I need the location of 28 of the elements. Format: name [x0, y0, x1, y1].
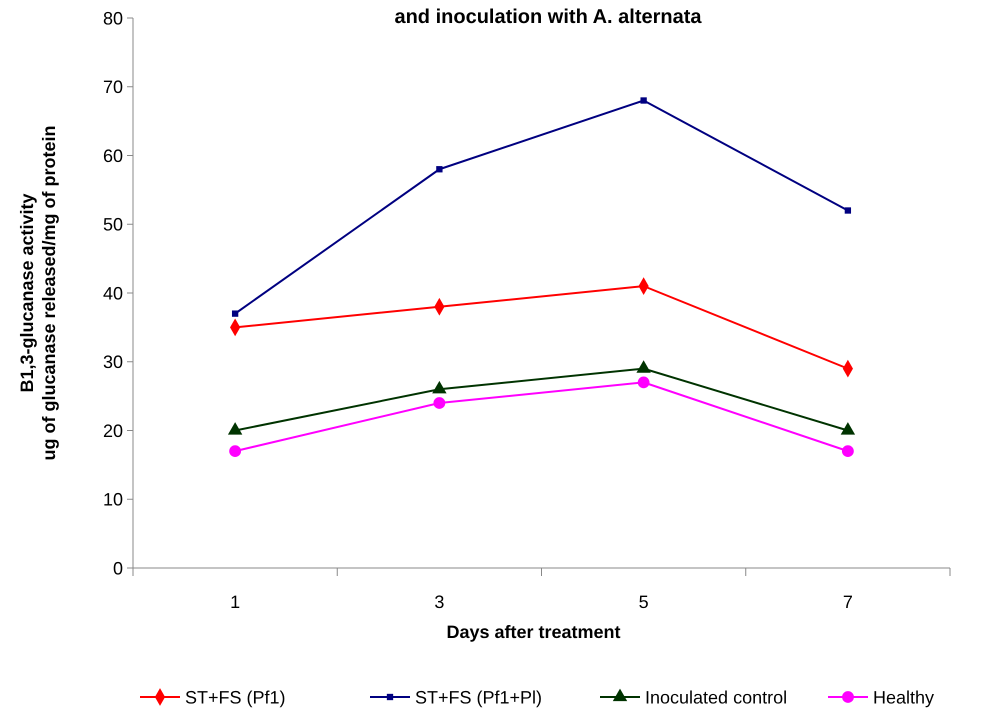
y-tick-label: 40: [102, 283, 123, 304]
point: [229, 445, 242, 458]
y-tick-label: 60: [102, 146, 123, 166]
y-tick-label: 20: [102, 420, 123, 441]
x-tick-label: 7: [842, 592, 853, 612]
point: [638, 376, 650, 388]
legend-label: Healthy: [873, 687, 934, 708]
point: [232, 310, 238, 317]
point: [433, 397, 446, 409]
x-tick-label: 3: [434, 592, 444, 612]
y-tick-label: 70: [102, 77, 123, 98]
legend-label: ST+FS (Pf1): [185, 687, 286, 708]
y-tick-label: 0: [112, 558, 123, 578]
x-tick-label: 1: [230, 592, 240, 612]
x-axis-title: Days after treatment: [446, 622, 621, 642]
y-tick-label: 80: [102, 8, 123, 28]
point: [842, 445, 854, 458]
y-axis-title: B1,3-glucanase activity ug of glucanase released/mg of protein: [17, 125, 59, 461]
point: [844, 207, 852, 214]
y-tick-label: 30: [102, 352, 123, 372]
y-tick-label: 50: [102, 214, 123, 235]
chart-title: and inoculation with A. alternata: [394, 6, 702, 28]
x-tick-label: 5: [638, 592, 649, 612]
y-tick-label: 10: [102, 490, 123, 510]
point: [640, 97, 647, 104]
point: [436, 166, 443, 172]
legend-label: Inoculated control: [645, 687, 788, 708]
legend-label: ST+FS (Pf1+Pl): [415, 687, 542, 708]
